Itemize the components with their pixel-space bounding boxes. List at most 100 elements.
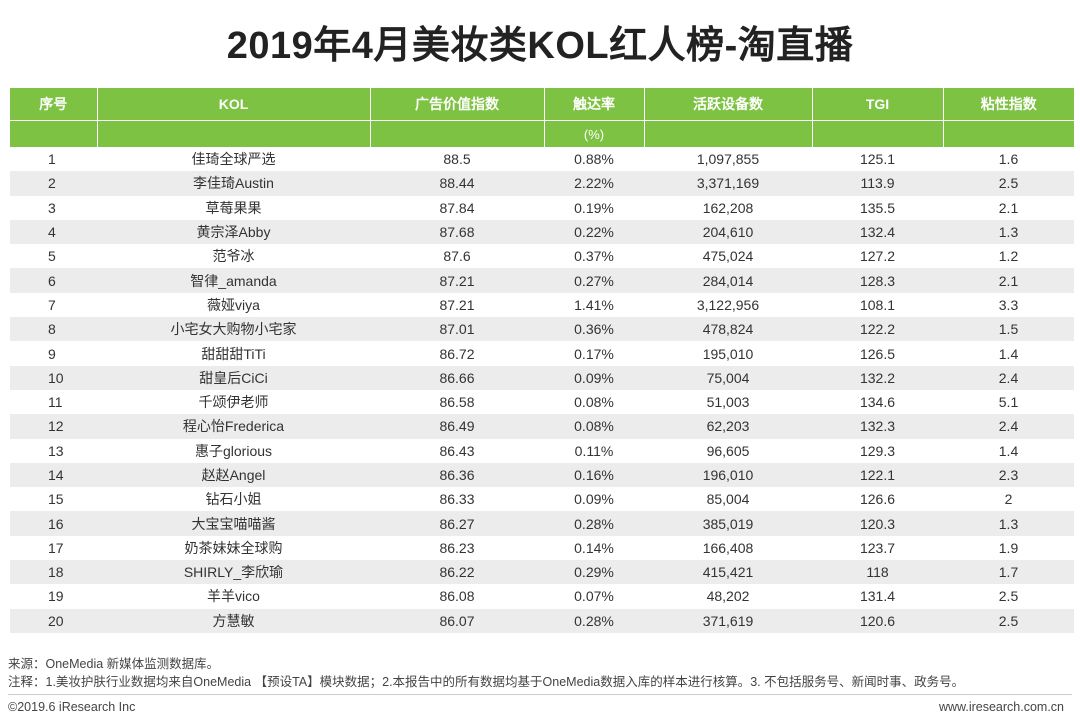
- tgi-cell: 131.4: [812, 584, 943, 609]
- tgi-cell: 113.9: [812, 171, 943, 196]
- active-devices-cell: 478,824: [644, 317, 812, 342]
- table-row: 7 薇娅viya 87.21 1.41% 3,122,956 108.1 3.3: [10, 292, 1074, 318]
- ad-value-cell: 87.68: [370, 219, 544, 245]
- kol-name-cell: 佳琦全球严选: [97, 147, 370, 172]
- kol-name-cell: 小宅女大购物小宅家: [97, 317, 370, 342]
- kol-name-cell: SHIRLY_李欣瑜: [97, 560, 370, 585]
- page-title: 2019年4月美妆类KOL红人榜-淘直播: [226, 25, 854, 67]
- tgi-cell: 122.2: [812, 317, 943, 342]
- ad-value-cell: 86.33: [370, 487, 544, 512]
- tgi-cell: 135.5: [812, 195, 943, 220]
- rank-cell: 16: [10, 511, 97, 536]
- rank-cell: 1: [10, 147, 97, 172]
- tgi-cell: 129.3: [812, 438, 943, 463]
- reach-rate-cell: 0.28%: [544, 511, 644, 536]
- table-row: 6 智律_amanda 87.21 0.27% 284,014 128.3 2.1: [10, 268, 1074, 293]
- website-link[interactable]: www.iresearch.com.cn: [938, 700, 1064, 714]
- stickiness-cell: 2.4: [943, 365, 1074, 390]
- ad-value-cell: 86.72: [370, 341, 544, 366]
- table-row: 17 奶茶妹妹全球购 86.23 0.14% 166,408 123.7 1.9: [10, 535, 1074, 561]
- reach-rate-cell: 0.22%: [544, 219, 644, 245]
- stickiness-cell: 1.3: [943, 219, 1074, 245]
- table-row: 3 草莓果果 87.84 0.19% 162,208 135.5 2.1: [10, 195, 1074, 220]
- rank-cell: 20: [10, 608, 97, 633]
- active-devices-cell: 204,610: [644, 219, 812, 245]
- ad-value-cell: 86.27: [370, 511, 544, 536]
- ad-value-cell: 87.6: [370, 244, 544, 269]
- stickiness-cell: 2: [943, 487, 1074, 512]
- kol-name-cell: 大宝宝喵喵酱: [97, 511, 370, 536]
- stickiness-cell: 1.3: [943, 511, 1074, 536]
- table-row: 14 赵赵Angel 86.36 0.16% 196,010 122.1 2.3: [10, 462, 1074, 488]
- active-devices-cell: 385,019: [644, 511, 812, 536]
- rank-cell: 11: [10, 389, 97, 415]
- kol-name-cell: 钻石小姐: [97, 487, 370, 512]
- active-devices-cell: 3,371,169: [644, 171, 812, 196]
- rank-cell: 17: [10, 535, 97, 561]
- table-row: 13 惠子glorious 86.43 0.11% 96,605 129.3 1.4: [10, 438, 1074, 463]
- tgi-cell: 125.1: [812, 147, 943, 172]
- ad-value-cell: 86.08: [370, 584, 544, 609]
- reach-rate-cell: 0.28%: [544, 608, 644, 633]
- stickiness-cell: 1.6: [943, 147, 1074, 172]
- stickiness-cell: 1.7: [943, 560, 1074, 585]
- stickiness-cell: 2.5: [943, 171, 1074, 196]
- reach-rate-cell: 2.22%: [544, 171, 644, 196]
- reach-rate-cell: 1.41%: [544, 292, 644, 318]
- rank-cell: 10: [10, 365, 97, 390]
- header-active-devices: 活跃设备数: [644, 88, 813, 121]
- table-row: 15 钻石小姐 86.33 0.09% 85,004 126.6 2: [10, 487, 1074, 512]
- kol-name-cell: 薇娅viya: [97, 292, 370, 318]
- ad-value-cell: 86.43: [370, 438, 544, 463]
- stickiness-cell: 1.4: [943, 438, 1074, 463]
- active-devices-cell: 48,202: [644, 584, 812, 609]
- tgi-cell: 132.2: [812, 365, 943, 390]
- reach-rate-cell: 0.09%: [544, 365, 644, 390]
- reach-rate-cell: 0.36%: [544, 317, 644, 342]
- kol-name-cell: 方慧敏: [97, 608, 370, 633]
- kol-name-cell: 奶茶妹妹全球购: [97, 535, 370, 561]
- reach-rate-cell: 0.88%: [544, 147, 644, 172]
- stickiness-cell: 1.9: [943, 535, 1074, 561]
- table-row: 10 甜皇后CiCi 86.66 0.09% 75,004 132.2 2.4: [10, 365, 1074, 390]
- table-row: 11 千颂伊老师 86.58 0.08% 51,003 134.6 5.1: [10, 389, 1074, 415]
- rank-cell: 4: [10, 219, 97, 245]
- tgi-cell: 127.2: [812, 244, 943, 269]
- reach-rate-cell: 0.08%: [544, 414, 644, 439]
- header-ad-value-index: 广告价值指数: [370, 88, 545, 121]
- footer-divider: [8, 694, 1072, 695]
- stickiness-cell: 2.1: [943, 268, 1074, 293]
- active-devices-cell: 415,421: [644, 560, 812, 585]
- table-row: 16 大宝宝喵喵酱 86.27 0.28% 385,019 120.3 1.3: [10, 511, 1074, 536]
- reach-rate-cell: 0.19%: [544, 195, 644, 220]
- tgi-cell: 126.5: [812, 341, 943, 366]
- tgi-cell: 126.6: [812, 487, 943, 512]
- tgi-cell: 132.3: [812, 414, 943, 439]
- table-row: 1 佳琦全球严选 88.5 0.88% 1,097,855 125.1 1.6: [10, 147, 1074, 172]
- rank-cell: 12: [10, 414, 97, 439]
- ad-value-cell: 86.36: [370, 462, 544, 488]
- active-devices-cell: 75,004: [644, 365, 812, 390]
- rank-cell: 6: [10, 268, 97, 293]
- ad-value-cell: 88.5: [370, 147, 544, 172]
- tgi-cell: 134.6: [812, 389, 943, 415]
- reach-rate-cell: 0.17%: [544, 341, 644, 366]
- stickiness-cell: 2.5: [943, 584, 1074, 609]
- kol-name-cell: 赵赵Angel: [97, 462, 370, 488]
- ad-value-cell: 86.58: [370, 389, 544, 415]
- rank-cell: 13: [10, 438, 97, 463]
- table-row: 12 程心怡Frederica 86.49 0.08% 62,203 132.3 2.4: [10, 414, 1074, 439]
- stickiness-cell: 2.5: [943, 608, 1074, 633]
- stickiness-cell: 2.3: [943, 462, 1074, 488]
- tgi-cell: 118: [812, 560, 943, 585]
- stickiness-cell: 5.1: [943, 389, 1074, 415]
- table-row: 8 小宅女大购物小宅家 87.01 0.36% 478,824 122.2 1.5: [10, 317, 1074, 342]
- active-devices-cell: 85,004: [644, 487, 812, 512]
- footnote: 注释：1.美妆护肤行业数据均来自OneMedia 【预设TA】模块数据；2.本报…: [8, 675, 965, 689]
- active-devices-cell: 166,408: [644, 535, 812, 561]
- unit-cell: [812, 120, 944, 147]
- table-body: 1 佳琦全球严选 88.5 0.88% 1,097,855 125.1 1.6 2 李佳琦Aus…: [10, 147, 1074, 633]
- table-row: 5 范爷冰 87.6 0.37% 475,024 127.2 1.2: [10, 244, 1074, 269]
- kol-ranking-table: 序号 KOL 广告价值指数 触达率 活跃设备数 TGI 粘性指数 (%) 1 佳琦…: [10, 88, 1074, 633]
- active-devices-cell: 196,010: [644, 462, 812, 488]
